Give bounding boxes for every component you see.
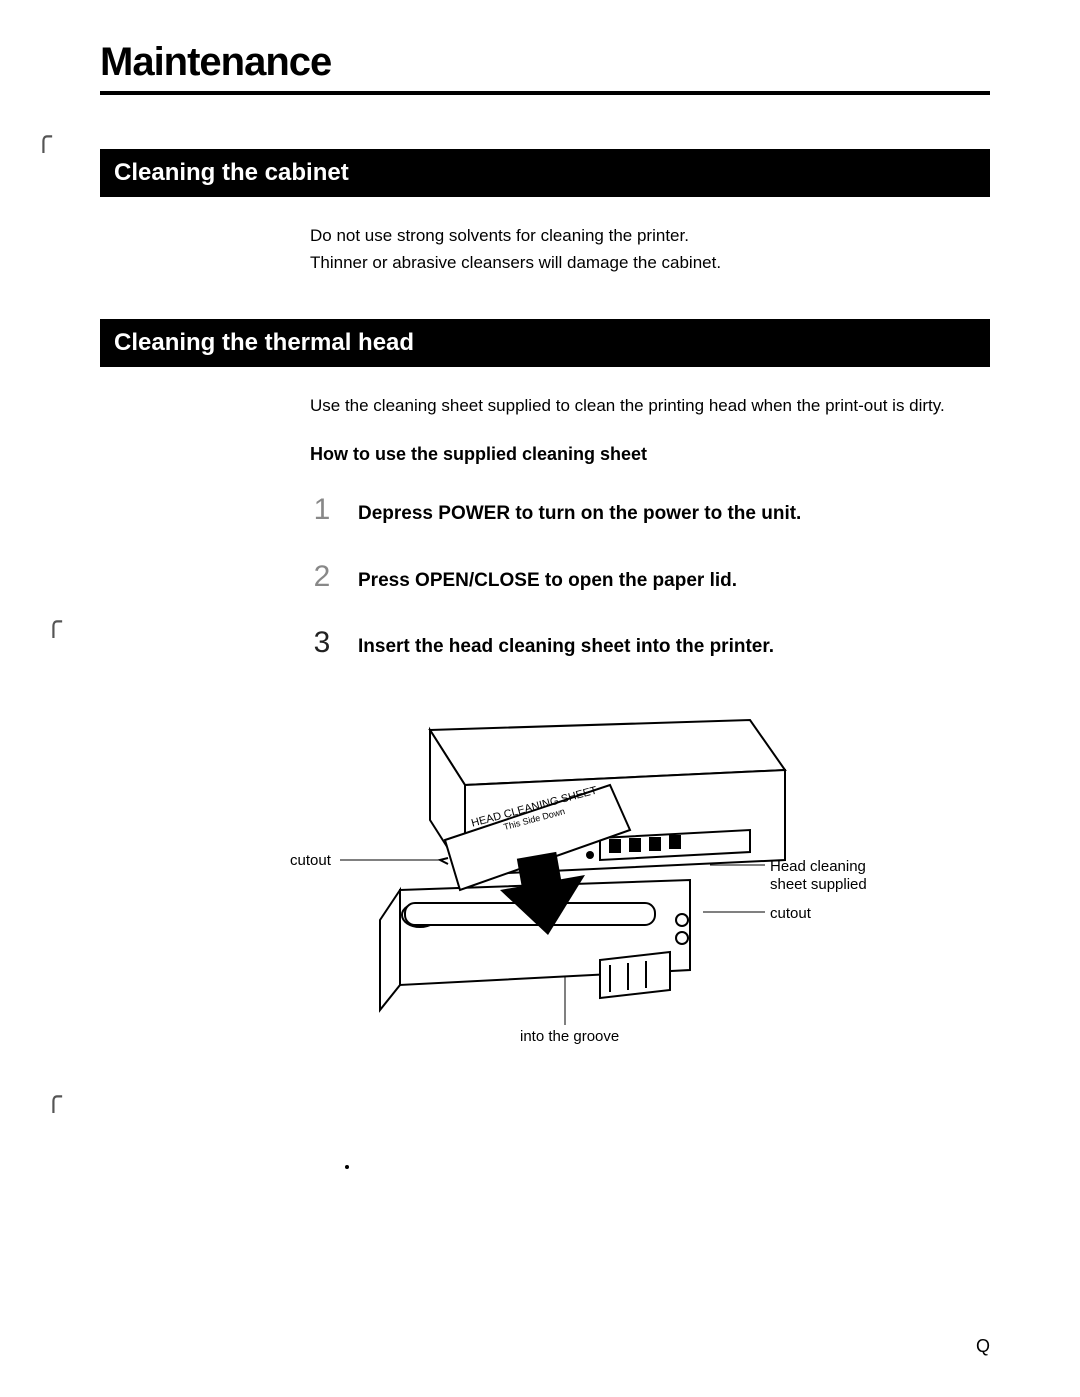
step-3: 3 Insert the head cleaning sheet into th…: [310, 623, 960, 664]
section-bar-thermal: Cleaning the thermal head: [100, 319, 990, 367]
step-2: 2 Press OPEN/CLOSE to open the paper lid…: [310, 557, 960, 598]
thermal-body: Use the cleaning sheet supplied to clean…: [100, 395, 990, 664]
scan-mark-2: ╭: [45, 605, 62, 638]
section-bar-cabinet: Cleaning the cabinet: [100, 149, 990, 197]
steps-list: 1 Depress POWER to turn on the power to …: [310, 490, 960, 664]
page-number: Q: [976, 1336, 990, 1357]
printer-svg: HEAD CLEANING SHEET This Side Down: [310, 690, 880, 1070]
printer-diagram: cutout Head cleaning sheet supplied cuto…: [310, 690, 880, 1070]
step-text-2: Press OPEN/CLOSE to open the paper lid.: [358, 568, 737, 594]
cabinet-line-1: Do not use strong solvents for cleaning …: [310, 225, 960, 248]
page-title: Maintenance: [100, 40, 990, 85]
scan-mark-1: ╭: [35, 120, 52, 153]
step-num-2: 2: [310, 557, 334, 598]
thermal-intro: Use the cleaning sheet supplied to clean…: [310, 395, 960, 418]
step-1: 1 Depress POWER to turn on the power to …: [310, 490, 960, 531]
thermal-subhead: How to use the supplied cleaning sheet: [310, 442, 960, 466]
cabinet-line-2: Thinner or abrasive cleansers will damag…: [310, 252, 960, 275]
stray-dot-1: [690, 362, 694, 366]
cabinet-body: Do not use strong solvents for cleaning …: [100, 225, 990, 275]
stray-dot-2: [345, 1165, 349, 1169]
scan-mark-3: ╭: [45, 1080, 62, 1113]
step-text-3: Insert the head cleaning sheet into the …: [358, 634, 774, 660]
step-text-1: Depress POWER to turn on the power to th…: [358, 501, 801, 527]
title-rule: [100, 91, 990, 95]
step-num-1: 1: [310, 490, 334, 531]
step-num-3: 3: [310, 623, 334, 664]
